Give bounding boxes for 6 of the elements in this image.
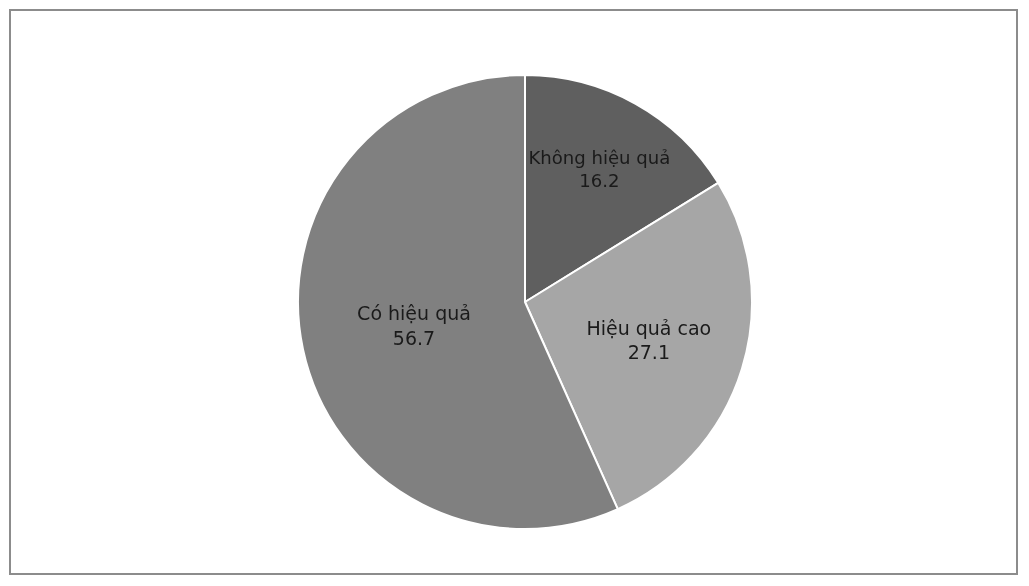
data-label: 16.2 <box>579 170 620 192</box>
slice-label: Hiệu quả cao <box>586 316 712 339</box>
data-label: 27.1 <box>627 341 670 364</box>
slice-label: Không hiệu quả <box>528 146 671 168</box>
slice-label: Có hiệu quả <box>357 302 471 325</box>
data-label: 56.7 <box>392 327 436 350</box>
